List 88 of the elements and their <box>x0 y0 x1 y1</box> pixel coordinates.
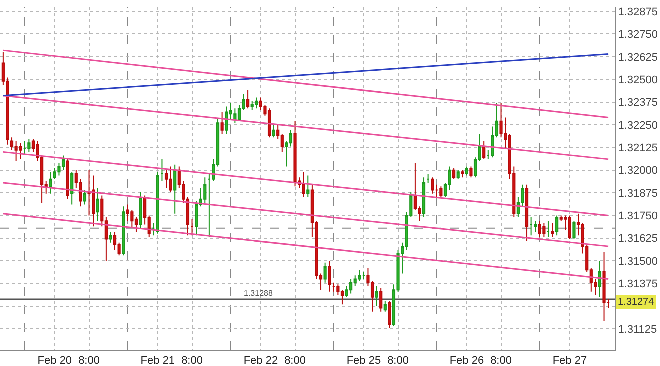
candlestick <box>440 186 443 198</box>
x-tick-label: 8:00 <box>490 355 512 366</box>
candlestick <box>19 142 22 160</box>
candlestick <box>328 260 332 292</box>
candlestick <box>324 262 327 284</box>
candlestick <box>422 177 426 218</box>
candlestick <box>534 220 538 233</box>
candlestick <box>380 288 383 312</box>
candlestick <box>461 170 464 178</box>
candlestick <box>551 222 554 238</box>
candlestick <box>122 206 126 256</box>
y-tick-label: 1.32250 <box>618 120 658 132</box>
candlestick <box>598 260 602 298</box>
candlestick <box>174 164 177 214</box>
candlestick <box>250 100 254 111</box>
x-tick-label: 8:00 <box>182 355 203 366</box>
candlestick <box>160 158 164 182</box>
candlestick <box>435 184 438 198</box>
y-tick-label: 1.32625 <box>618 52 658 64</box>
candlestick <box>109 232 112 244</box>
candlestick <box>220 112 224 135</box>
x-tick-label: 8:00 <box>284 355 306 366</box>
candlestick <box>294 120 297 188</box>
candlestick <box>246 90 250 110</box>
candlestick <box>525 184 529 242</box>
x-tick-label: Feb 20 <box>38 355 72 366</box>
candlestick <box>255 97 258 110</box>
candlestick <box>139 192 142 229</box>
candlestick <box>546 220 550 238</box>
y-tick-label: 1.31125 <box>618 324 658 336</box>
candlestick <box>66 158 70 200</box>
candlestick <box>164 170 168 189</box>
candlestick <box>452 168 456 180</box>
y-tick-label: 1.32375 <box>618 97 658 110</box>
candlestick <box>152 222 156 236</box>
candlestick <box>470 166 473 178</box>
candlestick <box>225 106 228 135</box>
x-tick-label: Feb 22 <box>244 355 278 366</box>
candlestick <box>556 215 559 236</box>
candlestick <box>530 217 533 236</box>
candlestick <box>306 175 310 198</box>
y-tick-label: 1.32500 <box>618 74 658 86</box>
candlestick <box>49 172 52 194</box>
candlestick <box>431 177 434 194</box>
y-tick-label: 1.31375 <box>618 278 658 291</box>
y-tick-label: 1.32000 <box>618 165 658 178</box>
x-tick-label: 8:00 <box>78 355 100 366</box>
candlestick <box>23 140 26 154</box>
candlestick <box>572 220 576 240</box>
candlestick <box>302 172 306 198</box>
x-tick-label: Feb 25 <box>346 355 382 366</box>
candlestick <box>83 190 87 206</box>
candlestick <box>426 173 430 184</box>
candlestick <box>482 140 486 160</box>
candlestick <box>268 108 272 138</box>
y-tick-label: 1.32125 <box>618 142 658 154</box>
candlestick <box>28 138 31 153</box>
annotation: 1.31274 <box>618 297 655 308</box>
y-tick-label: 1.31500 <box>618 256 658 268</box>
candlestick <box>388 300 392 329</box>
candlestick <box>156 172 160 234</box>
candlestick <box>362 271 366 280</box>
candlestick <box>14 140 18 162</box>
candlestick <box>375 286 378 307</box>
candlestick <box>602 252 606 322</box>
candlestick <box>272 124 276 138</box>
y-tick-label: 1.32750 <box>618 29 658 42</box>
x-tick-label: 8:00 <box>388 355 409 366</box>
candlestick <box>456 170 460 180</box>
candlestick <box>169 166 172 193</box>
candlestick <box>204 177 207 204</box>
x-tick-label: Feb 26 <box>450 355 484 366</box>
candlestick <box>384 300 387 312</box>
y-tick-label: 1.31625 <box>618 233 658 246</box>
x-tick-label: Feb 21 <box>140 355 176 366</box>
candlestick <box>96 188 100 222</box>
candlestick <box>70 172 74 206</box>
y-tick-label: 1.32875 <box>618 6 658 18</box>
candlestick <box>542 222 546 238</box>
y-tick-label: 1.31875 <box>618 188 658 200</box>
candlestick <box>190 218 194 236</box>
x-tick-label: Feb 27 <box>552 355 588 366</box>
candlestick <box>332 282 336 292</box>
ref-line-label: 1.31288 <box>244 289 274 298</box>
candlestick <box>465 166 468 176</box>
candlestick <box>538 220 542 238</box>
y-tick-label: 1.31750 <box>618 210 658 223</box>
candlestick <box>568 215 572 240</box>
